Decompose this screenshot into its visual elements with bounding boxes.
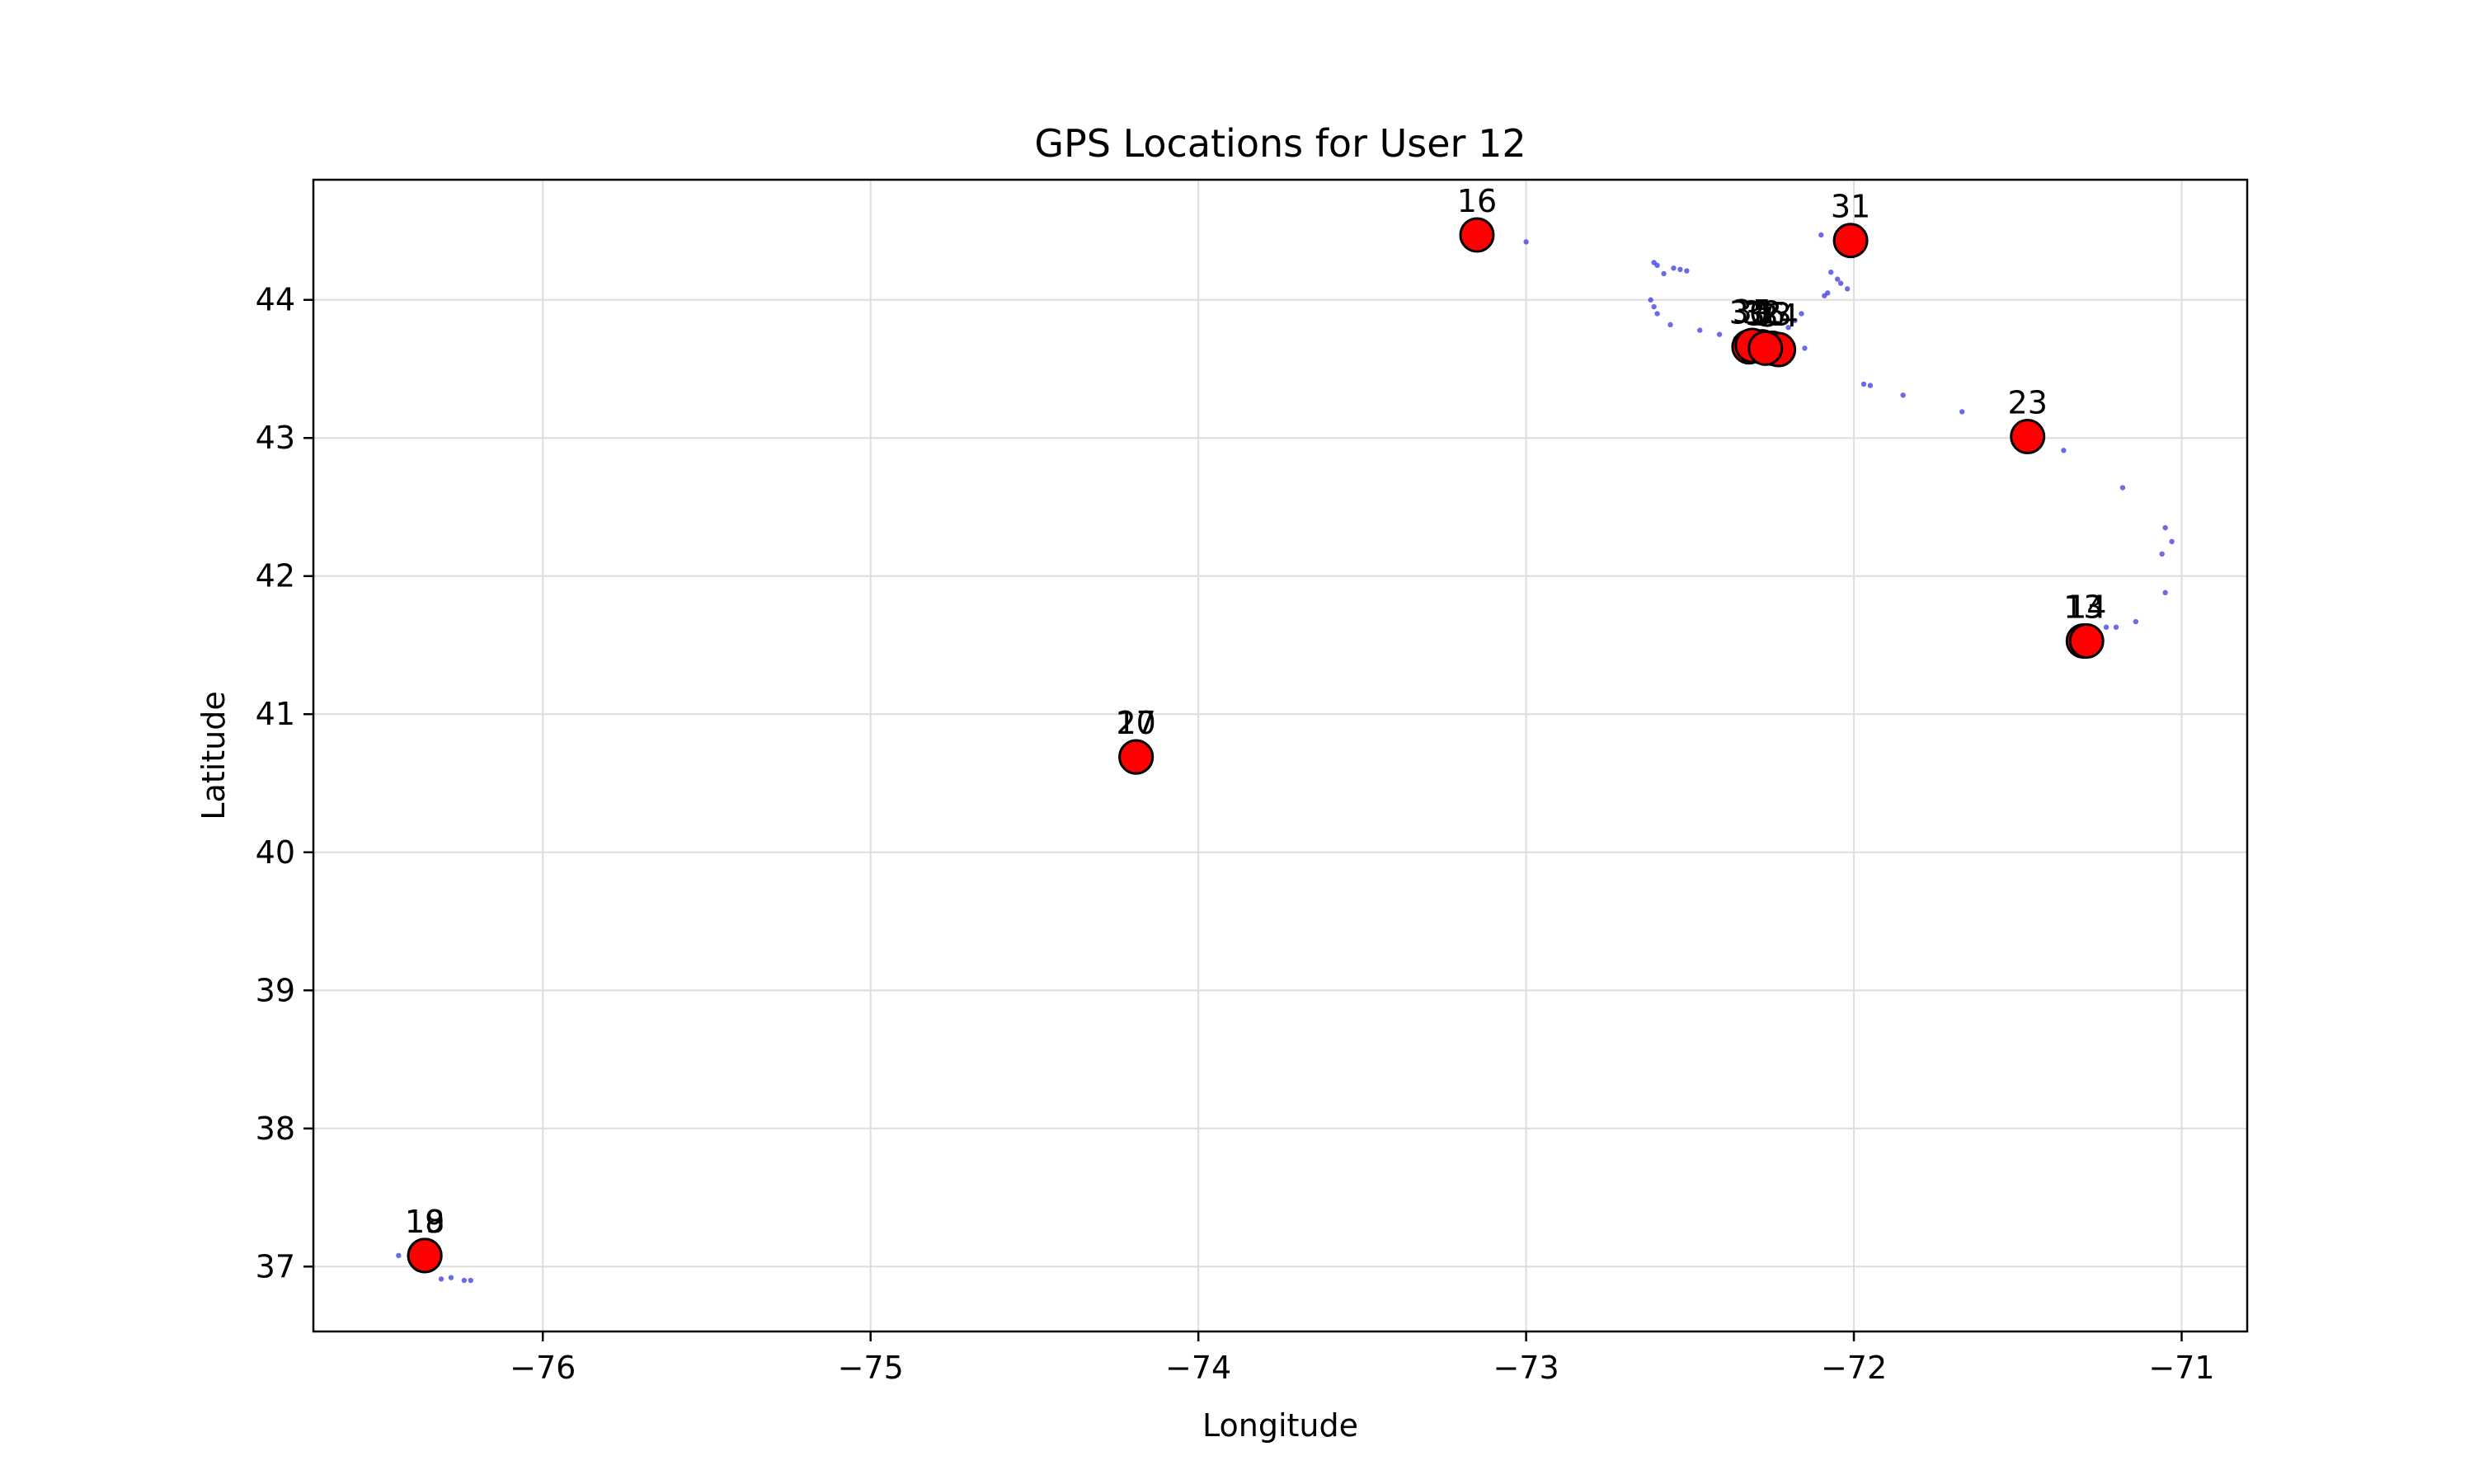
trace-point: [1661, 270, 1667, 277]
trace-point: [1651, 303, 1657, 310]
trace-point: [2103, 624, 2109, 630]
marker-label: 10: [1116, 705, 1155, 741]
location-marker: [1832, 223, 1869, 259]
trace-point: [461, 1277, 468, 1284]
y-tick-label: 40: [256, 834, 295, 871]
y-tick-label: 39: [256, 972, 295, 1008]
trace-point: [1523, 239, 1529, 245]
x-tick-label: −72: [1821, 1350, 1887, 1386]
y-tick-label: 43: [256, 420, 295, 456]
trace-point: [1837, 280, 1844, 286]
trace-point: [1654, 262, 1660, 269]
trace-point: [2159, 551, 2165, 557]
location-marker: [1747, 330, 1784, 366]
trace-point: [1818, 232, 1824, 238]
trace-point: [448, 1275, 454, 1280]
marker-label: 13: [2063, 589, 2103, 625]
trace-point: [1959, 409, 1965, 415]
x-tick-label: −76: [510, 1350, 576, 1386]
x-axis-ticks: −76 −75 −74 −73 −72 −71: [510, 1331, 2215, 1386]
trace-point: [1802, 345, 1808, 351]
y-axis-label: Latitude: [195, 691, 232, 819]
marker-label: 18: [405, 1204, 444, 1240]
y-tick-label: 41: [256, 696, 295, 732]
y-tick-label: 37: [256, 1248, 295, 1284]
trace-point: [1677, 266, 1683, 273]
trace-point: [396, 1252, 402, 1259]
marker-label: 36: [1746, 296, 1785, 332]
trace-point: [1828, 270, 1834, 275]
x-tick-label: −73: [1493, 1350, 1559, 1386]
trace-point: [1671, 265, 1677, 271]
trace-point: [1654, 311, 1660, 317]
marker-label: 30: [1729, 295, 1769, 331]
marker-label: 16: [1457, 183, 1497, 219]
marker-label: 33: [1752, 296, 1792, 332]
trace-point: [1900, 392, 1906, 398]
trace-point: [2162, 524, 2168, 531]
trace-point: [1792, 317, 1798, 324]
trace-point: [1785, 325, 1791, 331]
trace-point: [2162, 589, 2168, 596]
marker-label: 31: [1831, 189, 1870, 225]
trace-point: [1860, 381, 1867, 387]
grid-lines: [313, 180, 2247, 1331]
chart-title: GPS Locations for User 12: [1034, 121, 1526, 166]
trace-point: [2061, 448, 2067, 453]
trace-point: [1844, 286, 1851, 292]
trace-point: [2113, 624, 2119, 630]
x-tick-label: −74: [1165, 1350, 1231, 1386]
marker-label: 35: [1733, 294, 1772, 330]
location-marker: [1459, 217, 1495, 253]
y-tick-label: 38: [256, 1111, 295, 1147]
marker-label: 32: [1743, 295, 1782, 331]
trace-point: [1684, 268, 1690, 274]
location-marker: [407, 1237, 443, 1274]
y-tick-label: 42: [256, 558, 295, 594]
plot-area-frame: [312, 178, 2249, 1333]
y-axis-ticks: 37 38 39 40 41 42 43 44: [256, 282, 313, 1284]
marker-label: 23: [2008, 385, 2048, 421]
y-tick-label: 44: [256, 282, 295, 318]
trace-point: [1667, 322, 1673, 328]
marker-label: 14: [2067, 589, 2106, 625]
trace-point: [1799, 311, 1804, 317]
location-marker: [2010, 419, 2046, 455]
trace-point: [1697, 327, 1703, 333]
marker-label: 19: [405, 1204, 444, 1240]
x-tick-label: −75: [838, 1350, 904, 1386]
marker-label: 34: [1758, 298, 1798, 334]
trace-point: [438, 1276, 444, 1282]
x-tick-label: −71: [2148, 1350, 2214, 1386]
trace-point: [468, 1277, 473, 1284]
trace-point: [2133, 618, 2139, 625]
trace-point: [1867, 383, 1874, 388]
trace-point: [2119, 485, 2126, 491]
location-markers: [407, 217, 2105, 1274]
trace-point: [1716, 331, 1723, 337]
location-marker: [2068, 622, 2105, 659]
marker-label: 27: [1116, 705, 1155, 741]
trace-point: [1825, 290, 1831, 296]
location-marker: [1118, 739, 1155, 775]
trace-point: [1648, 297, 1653, 303]
trace-point: [1834, 276, 1841, 282]
trace-point: [2169, 538, 2175, 545]
x-axis-label: Longitude: [1202, 1407, 1358, 1444]
